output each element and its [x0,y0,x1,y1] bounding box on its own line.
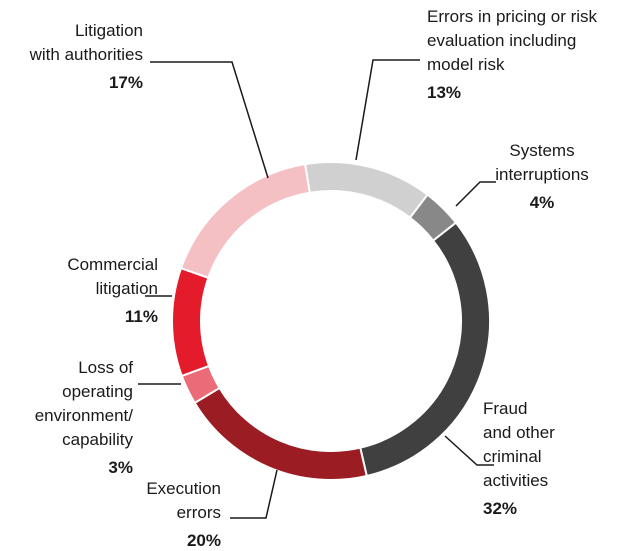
slice-label: Execution errors [146,479,221,522]
donut-slice [193,386,368,481]
label-line: model risk [427,55,505,74]
slice-label: Fraud and other criminal activities [483,399,555,490]
label-line: Commercial [67,255,158,274]
slice-label: Loss of operating environment/capability [35,358,134,449]
label-line: with authorities [29,45,143,64]
label-line: Errors in pricing or risk [427,7,598,26]
value-label: 4% [530,193,555,212]
value-label: 17% [109,73,143,92]
slice-label: Systems interruptions [495,141,589,184]
donut-slice [171,266,211,378]
value-label: 20% [187,531,221,550]
donut-slice [303,161,429,220]
label-line: errors [177,503,221,522]
label-line: Execution [146,479,221,498]
label-line: litigation [96,279,158,298]
label-line: Fraud [483,399,527,418]
label-line: environment/ [35,406,134,425]
donut-slice [359,221,491,478]
label-line: evaluation including [427,31,576,50]
leader-line [455,181,496,207]
label-line: interruptions [495,165,589,184]
label-line: Loss of [78,358,133,377]
value-label: 3% [108,458,133,477]
leader-line [150,61,269,179]
label-line: capability [62,430,133,449]
leader-line [444,435,494,466]
leader-line [355,59,420,161]
leader-line [230,469,278,519]
label-line: Systems [509,141,574,160]
donut-slice [179,162,311,280]
label-line: criminal [483,447,542,466]
slice-label: Errors in pricing or risk evaluation incl… [427,7,598,74]
label-line: Litigation [75,21,143,40]
value-label: 32% [483,499,517,518]
slice-label: Commercial litigation [67,255,158,298]
value-label: 11% [125,307,158,326]
value-label: 13% [427,83,461,102]
slice-label: Litigation with authorities [29,21,143,64]
label-line: operating [62,382,133,401]
label-line: activities [483,471,548,490]
label-line: and other [483,423,555,442]
